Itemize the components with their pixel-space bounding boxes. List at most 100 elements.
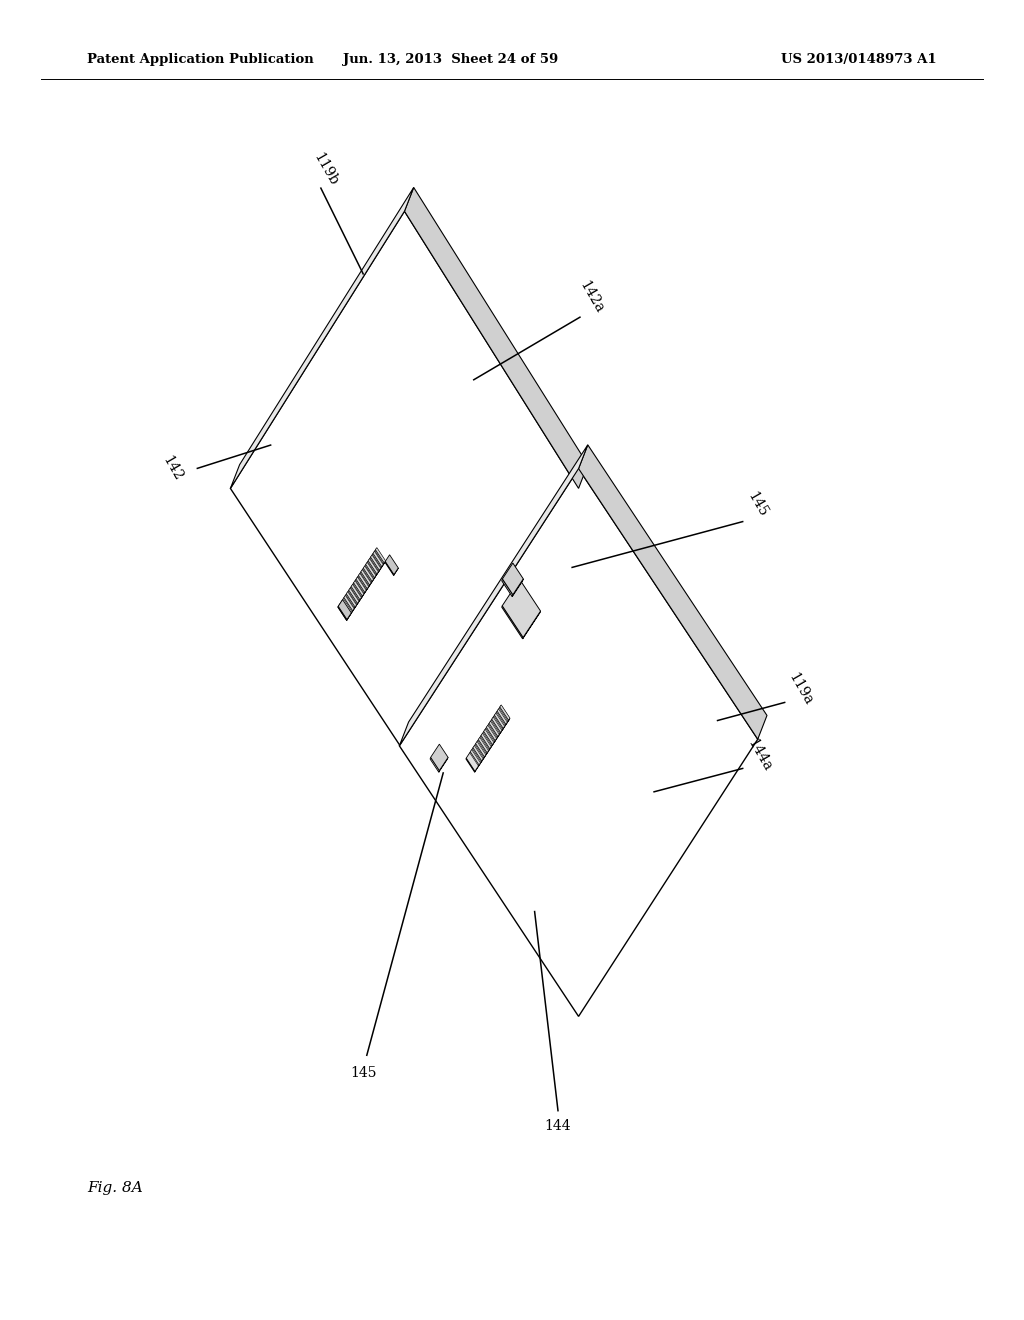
Polygon shape [351,585,361,599]
Polygon shape [230,211,579,752]
Polygon shape [346,612,351,620]
Polygon shape [338,606,347,620]
Polygon shape [349,587,358,603]
Polygon shape [495,713,505,729]
Text: 119a: 119a [786,671,815,708]
Polygon shape [385,561,394,576]
Polygon shape [346,591,356,607]
Polygon shape [481,759,483,762]
Text: 145: 145 [350,1067,377,1080]
Polygon shape [473,746,483,760]
Polygon shape [579,445,767,739]
Polygon shape [361,594,364,597]
Polygon shape [489,721,500,737]
Polygon shape [377,572,378,576]
Text: US 2013/0148973 A1: US 2013/0148973 A1 [781,53,937,66]
Polygon shape [369,558,378,574]
Polygon shape [371,554,381,570]
Polygon shape [365,590,367,594]
Polygon shape [368,561,377,576]
Polygon shape [483,729,494,744]
Polygon shape [486,751,488,754]
Text: Fig. 8A: Fig. 8A [87,1181,142,1195]
Polygon shape [357,601,358,605]
Polygon shape [470,750,480,764]
Polygon shape [404,187,588,488]
Polygon shape [366,565,375,579]
Polygon shape [478,739,487,754]
Polygon shape [472,747,481,762]
Polygon shape [502,579,513,597]
Polygon shape [351,586,359,601]
Text: 142a: 142a [578,279,606,315]
Polygon shape [481,734,492,748]
Polygon shape [346,594,355,609]
Polygon shape [492,717,502,733]
Text: Patent Application Publication: Patent Application Publication [87,53,313,66]
Polygon shape [497,711,506,726]
Polygon shape [488,723,498,738]
Polygon shape [358,573,369,589]
Polygon shape [381,565,383,568]
Polygon shape [495,738,497,742]
Polygon shape [343,598,352,612]
Polygon shape [470,751,479,766]
Polygon shape [353,581,364,595]
Polygon shape [355,579,365,594]
Polygon shape [360,572,370,586]
Polygon shape [370,583,371,586]
Polygon shape [360,570,371,585]
Polygon shape [373,552,383,566]
Polygon shape [475,743,484,758]
Polygon shape [338,599,351,619]
Polygon shape [431,744,449,771]
Polygon shape [344,595,354,611]
Polygon shape [500,708,509,722]
Polygon shape [346,561,385,620]
Polygon shape [466,705,510,771]
Polygon shape [478,738,488,752]
Polygon shape [353,582,362,597]
Polygon shape [522,611,541,639]
Polygon shape [438,758,449,772]
Polygon shape [359,598,361,601]
Polygon shape [502,606,523,639]
Polygon shape [494,715,503,730]
Polygon shape [356,577,367,593]
Polygon shape [358,576,368,590]
Polygon shape [466,758,475,772]
Polygon shape [498,734,500,738]
Polygon shape [483,731,493,746]
Polygon shape [503,564,523,595]
Polygon shape [502,579,541,638]
Polygon shape [354,605,356,609]
Polygon shape [503,726,505,730]
Polygon shape [364,566,374,581]
Text: 145: 145 [745,490,770,519]
Polygon shape [476,742,485,756]
Polygon shape [375,549,384,564]
Polygon shape [486,725,497,741]
Text: 144: 144 [545,1119,571,1133]
Polygon shape [384,561,386,564]
Polygon shape [393,568,398,576]
Polygon shape [498,709,507,725]
Text: Jun. 13, 2013  Sheet 24 of 59: Jun. 13, 2013 Sheet 24 of 59 [343,53,558,66]
Polygon shape [379,568,381,572]
Polygon shape [484,755,485,758]
Text: 142: 142 [160,454,184,483]
Polygon shape [373,553,382,568]
Polygon shape [374,576,376,579]
Polygon shape [362,568,372,582]
Polygon shape [399,445,588,746]
Polygon shape [430,758,439,772]
Polygon shape [385,554,398,574]
Text: 144a: 144a [745,737,774,774]
Polygon shape [492,719,501,734]
Text: 119b: 119b [310,150,341,187]
Polygon shape [338,548,385,619]
Polygon shape [366,562,376,578]
Polygon shape [486,727,496,742]
Polygon shape [372,579,374,582]
Polygon shape [338,606,347,620]
